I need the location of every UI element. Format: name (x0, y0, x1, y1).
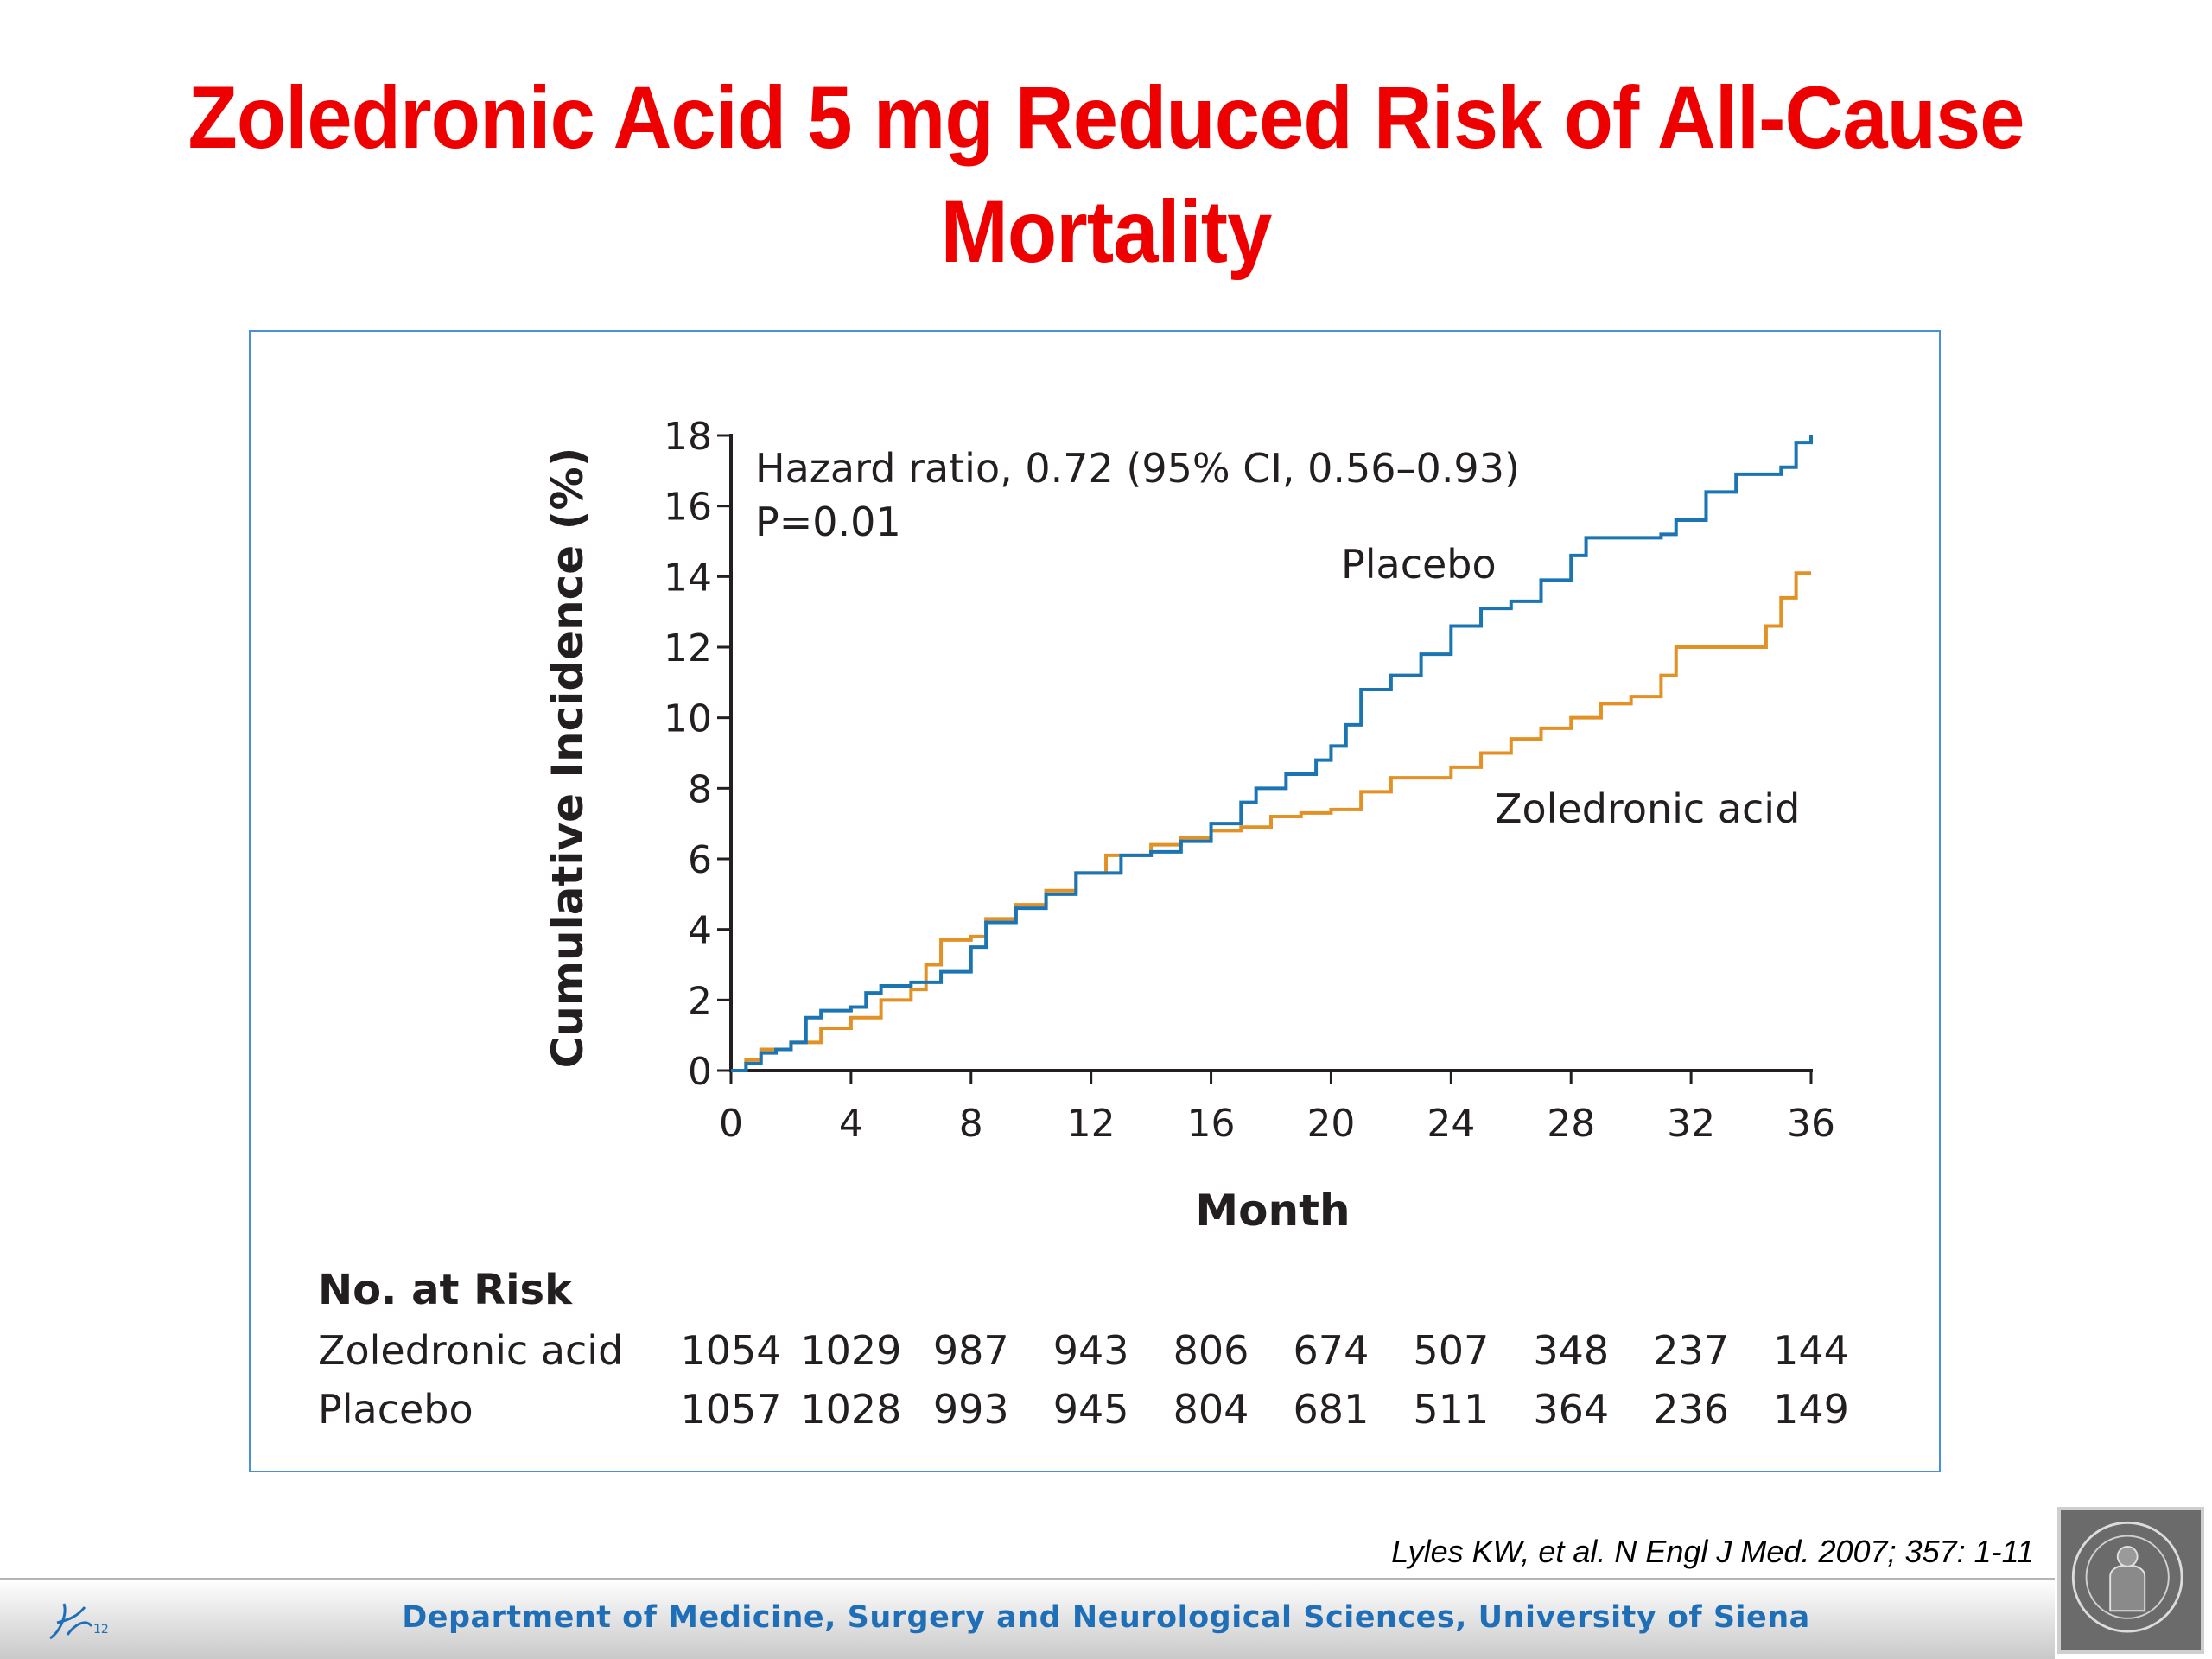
series-label-zoledronic-acid: Zoledronic acid (1495, 785, 1800, 832)
risk-table-cell: 149 (1773, 1386, 1849, 1433)
risk-table-cell: 237 (1653, 1327, 1729, 1374)
p-value-annotation: P=0.01 (755, 499, 901, 545)
risk-table-cell: 364 (1533, 1386, 1609, 1433)
risk-table-cell: 987 (933, 1327, 1009, 1374)
risk-table-cell: 348 (1533, 1327, 1609, 1374)
figure-frame: 0 2 4 6 8 10 12 14 16 18 0 4 8 12 16 20 24 28 32 36 Hazard … (249, 330, 1941, 1472)
risk-table: No. at Risk Zoledronic acid Placebo 1054… (318, 1266, 1849, 1433)
footer-bar (0, 1578, 2055, 1659)
risk-table-cell: 507 (1413, 1327, 1489, 1374)
series-line-placebo (731, 435, 1813, 1072)
y-tick-label: 4 (688, 909, 712, 953)
x-tick-label: 32 (1667, 1102, 1715, 1146)
risk-row-label-zoledronic-acid: Zoledronic acid (318, 1327, 623, 1374)
risk-table-cell: 943 (1053, 1327, 1129, 1374)
x-tick-label: 4 (839, 1102, 863, 1146)
risk-table-cell: 1057 (680, 1386, 781, 1433)
y-tick-label: 10 (664, 697, 712, 741)
y-tick-label: 18 (664, 415, 712, 459)
university-seal-icon (2057, 1507, 2204, 1654)
y-tick-label: 14 (664, 556, 712, 600)
risk-table-cell: 993 (933, 1386, 1009, 1433)
series-lines (731, 435, 1813, 1072)
x-tick-label: 0 (719, 1102, 743, 1146)
department-logo-icon: 12 (49, 1603, 109, 1640)
risk-table-cell: 804 (1173, 1386, 1249, 1433)
risk-table-cell: 681 (1294, 1386, 1370, 1433)
y-tick-label: 2 (688, 979, 712, 1023)
x-tick-label: 12 (1067, 1102, 1116, 1146)
series-label-placebo: Placebo (1341, 541, 1497, 588)
x-tick-label: 24 (1427, 1102, 1475, 1146)
x-tick-label: 16 (1187, 1102, 1236, 1146)
risk-table-cell: 1054 (680, 1327, 781, 1374)
y-axis-label: Cumulative Incidence (%) (543, 448, 593, 1069)
y-tick-label: 6 (688, 838, 712, 882)
slide-title-line-1: Zoledronic Acid 5 mg Reduced Risk of All… (188, 68, 2024, 167)
y-tick-label: 16 (664, 486, 712, 530)
risk-table-cell: 806 (1173, 1327, 1249, 1374)
risk-table-cell: 511 (1413, 1386, 1489, 1433)
y-tick-label: 0 (688, 1050, 712, 1094)
x-tick-label: 20 (1306, 1102, 1355, 1146)
hazard-ratio-annotation: Hazard ratio, 0.72 (95% CI, 0.56–0.93) (755, 445, 1520, 492)
slide-title-line-2: Mortality (940, 182, 1273, 281)
risk-table-cell: 236 (1653, 1386, 1729, 1433)
risk-row-label-placebo: Placebo (318, 1386, 474, 1433)
footer-department: Department of Medicine, Surgery and Neur… (402, 1600, 1810, 1635)
y-tick-label: 8 (688, 767, 712, 811)
risk-table-cell: 945 (1053, 1386, 1129, 1433)
x-tick-label: 8 (959, 1102, 983, 1146)
series-line-zoledronic-acid (731, 571, 1811, 1072)
x-tick-label: 28 (1547, 1102, 1595, 1146)
risk-table-cell: 1029 (800, 1327, 901, 1374)
risk-table-cell: 674 (1294, 1327, 1370, 1374)
risk-table-title: No. at Risk (318, 1266, 573, 1314)
risk-table-cell: 1028 (800, 1386, 901, 1433)
citation: Lyles KW, et al. N Engl J Med. 2007; 357… (1391, 1534, 2034, 1569)
footer-logo-page-number: 12 (93, 1623, 109, 1637)
chart-labels: Hazard ratio, 0.72 (95% CI, 0.56–0.93) P… (543, 445, 1800, 1236)
slide-title: Zoledronic Acid 5 mg Reduced Risk of All… (88, 60, 2123, 289)
x-axis-label: Month (1195, 1185, 1350, 1236)
x-tick-label: 36 (1787, 1102, 1835, 1146)
risk-table-cell: 144 (1773, 1327, 1849, 1374)
y-tick-label: 12 (664, 626, 712, 671)
